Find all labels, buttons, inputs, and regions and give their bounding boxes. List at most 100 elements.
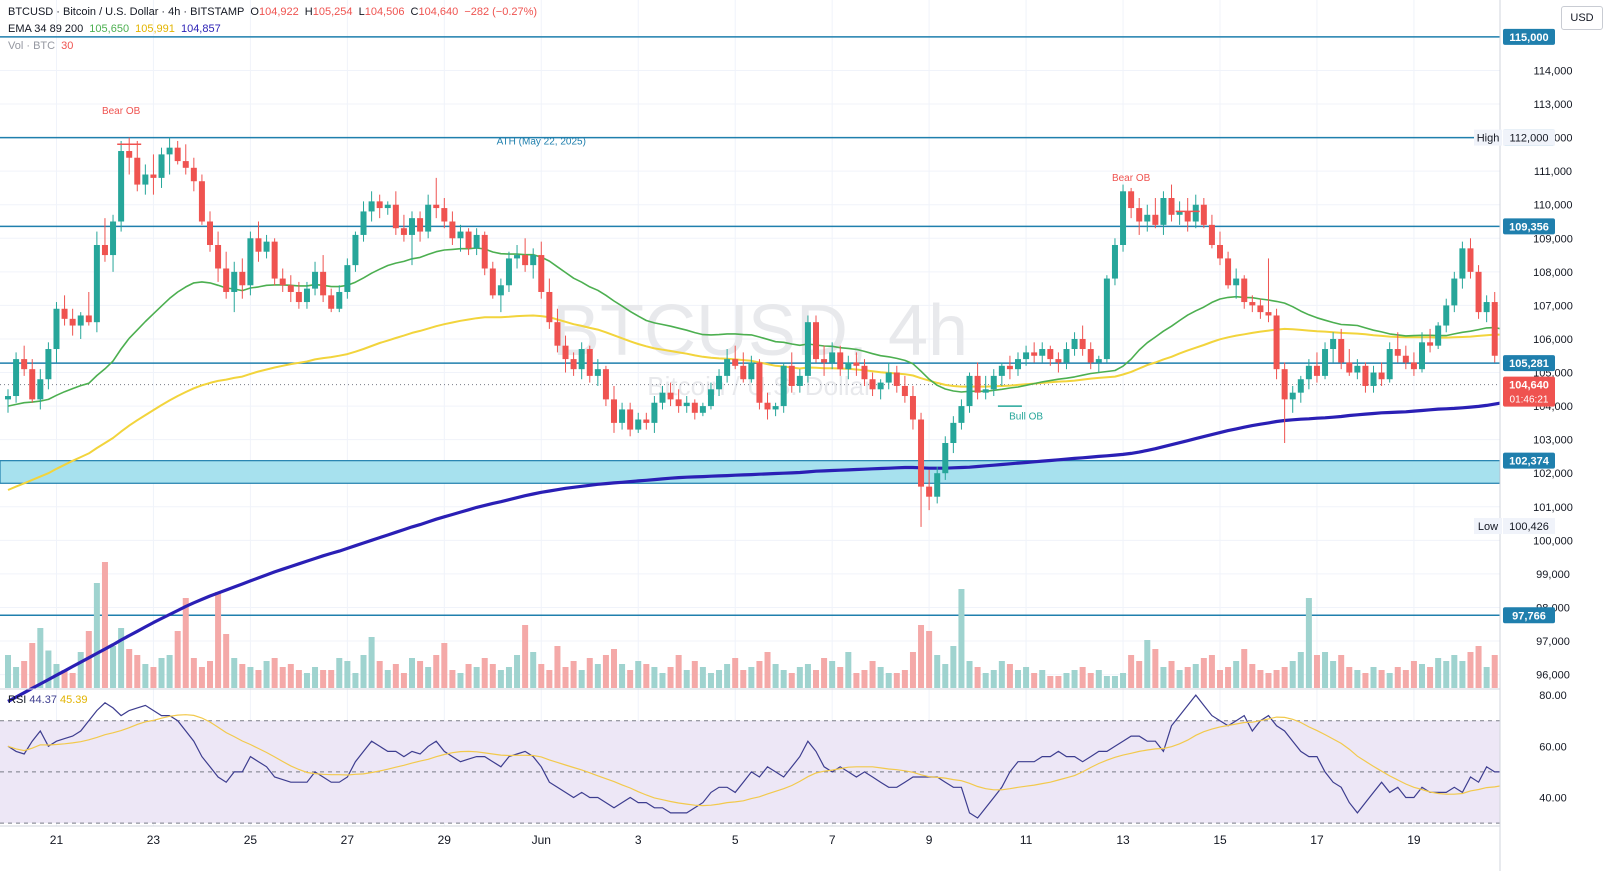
candle-body[interactable] xyxy=(142,174,149,185)
candle-body[interactable] xyxy=(457,231,464,239)
candle-body[interactable] xyxy=(198,181,205,222)
candle-body[interactable] xyxy=(1023,352,1030,360)
candle-body[interactable] xyxy=(1168,198,1175,215)
currency-button[interactable]: USD xyxy=(1561,6,1603,30)
candle-body[interactable] xyxy=(376,201,383,209)
candle-body[interactable] xyxy=(303,288,310,303)
candle-body[interactable] xyxy=(1152,214,1159,225)
candle-body[interactable] xyxy=(1200,204,1207,225)
candle-body[interactable] xyxy=(1128,191,1135,209)
candle-body[interactable] xyxy=(1071,338,1078,350)
candle-body[interactable] xyxy=(764,402,771,410)
candle-body[interactable] xyxy=(1402,355,1409,363)
candle-body[interactable] xyxy=(489,268,496,296)
candle-body[interactable] xyxy=(1459,248,1466,279)
candle-body[interactable] xyxy=(77,315,84,326)
candle-body[interactable] xyxy=(223,268,230,292)
candle-body[interactable] xyxy=(974,375,981,393)
candle-body[interactable] xyxy=(861,365,868,380)
candle-body[interactable] xyxy=(1184,211,1191,222)
candle-body[interactable] xyxy=(247,238,254,286)
rsi-legend[interactable]: RSI 44.37 45.39 xyxy=(8,694,88,706)
candle-body[interactable] xyxy=(1362,365,1369,386)
candle-body[interactable] xyxy=(740,365,747,380)
candle-body[interactable] xyxy=(441,208,448,222)
candle-body[interactable] xyxy=(1249,302,1256,306)
candle-body[interactable] xyxy=(1483,302,1490,313)
candle-body[interactable] xyxy=(651,402,658,423)
candle-body[interactable] xyxy=(207,221,213,245)
candle-body[interactable] xyxy=(1241,278,1248,303)
candle-body[interactable] xyxy=(255,238,262,252)
time-axis[interactable]: 21 23 25 27 29 Jun 3 5 7 9 11 13 15 17 19 xyxy=(0,825,1500,847)
candle-body[interactable] xyxy=(594,369,601,376)
candle-body[interactable] xyxy=(174,147,181,162)
candle-body[interactable] xyxy=(990,375,997,390)
candle-body[interactable] xyxy=(312,271,319,289)
candle-body[interactable] xyxy=(271,241,278,279)
candle-body[interactable] xyxy=(1160,198,1167,225)
candle-body[interactable] xyxy=(1443,305,1450,326)
candle-body[interactable] xyxy=(239,271,246,286)
candle-body[interactable] xyxy=(1095,359,1102,363)
candle-body[interactable] xyxy=(45,349,52,380)
candle-body[interactable] xyxy=(69,318,76,326)
candle-body[interactable] xyxy=(1297,379,1304,393)
candle-body[interactable] xyxy=(562,345,569,360)
candle-body[interactable] xyxy=(384,204,391,209)
candle-body[interactable] xyxy=(134,157,141,185)
candle-body[interactable] xyxy=(1136,208,1143,222)
current-price-tag[interactable] xyxy=(1503,376,1555,407)
candle-body[interactable] xyxy=(320,271,327,296)
candle-body[interactable] xyxy=(287,285,294,292)
candle-body[interactable] xyxy=(909,396,916,420)
candle-body[interactable] xyxy=(1225,258,1232,286)
candle-body[interactable] xyxy=(1451,278,1458,306)
candle-body[interactable] xyxy=(998,365,1005,376)
candle-body[interactable] xyxy=(918,419,925,487)
candle-body[interactable] xyxy=(190,167,197,182)
candle-body[interactable] xyxy=(877,382,884,390)
candle-body[interactable] xyxy=(1039,349,1046,356)
candle-body[interactable] xyxy=(1217,244,1223,259)
candle-body[interactable] xyxy=(1273,315,1280,370)
candle-body[interactable] xyxy=(1427,342,1434,346)
candle-body[interactable] xyxy=(619,409,626,423)
candle-body[interactable] xyxy=(1410,362,1417,370)
candle-body[interactable] xyxy=(1257,305,1264,313)
candle-body[interactable] xyxy=(538,255,545,292)
candle-body[interactable] xyxy=(1087,349,1094,363)
candle-body[interactable] xyxy=(1370,372,1377,386)
candle-body[interactable] xyxy=(1354,365,1361,373)
candle-body[interactable] xyxy=(126,151,133,158)
candle-body[interactable] xyxy=(1394,349,1401,356)
candle-body[interactable] xyxy=(813,322,819,360)
candle-body[interactable] xyxy=(29,369,36,400)
candle-body[interactable] xyxy=(344,265,351,292)
candle-body[interactable] xyxy=(158,154,165,178)
candle-body[interactable] xyxy=(893,372,900,386)
candle-body[interactable] xyxy=(821,359,828,363)
candle-body[interactable] xyxy=(505,258,512,286)
candle-body[interactable] xyxy=(1176,211,1183,215)
candle-body[interactable] xyxy=(716,375,723,390)
candle-body[interactable] xyxy=(837,352,844,370)
candle-body[interactable] xyxy=(53,308,60,350)
candle-body[interactable] xyxy=(85,315,92,323)
candle-body[interactable] xyxy=(417,218,424,232)
candle-body[interactable] xyxy=(683,402,690,407)
candle-body[interactable] xyxy=(1233,278,1240,286)
candle-body[interactable] xyxy=(1475,271,1482,313)
candle-body[interactable] xyxy=(101,244,108,256)
candle-body[interactable] xyxy=(93,244,100,323)
candle-body[interactable] xyxy=(1322,349,1329,376)
candle-body[interactable] xyxy=(627,409,634,430)
candle-body[interactable] xyxy=(1281,369,1288,400)
candle-body[interactable] xyxy=(150,174,157,178)
candle-body[interactable] xyxy=(950,422,957,444)
candle-body[interactable] xyxy=(1047,349,1054,360)
level-tag[interactable] xyxy=(1503,355,1555,372)
candle-body[interactable] xyxy=(1192,204,1199,222)
candle-body[interactable] xyxy=(554,322,561,346)
candle-body[interactable] xyxy=(966,375,973,407)
